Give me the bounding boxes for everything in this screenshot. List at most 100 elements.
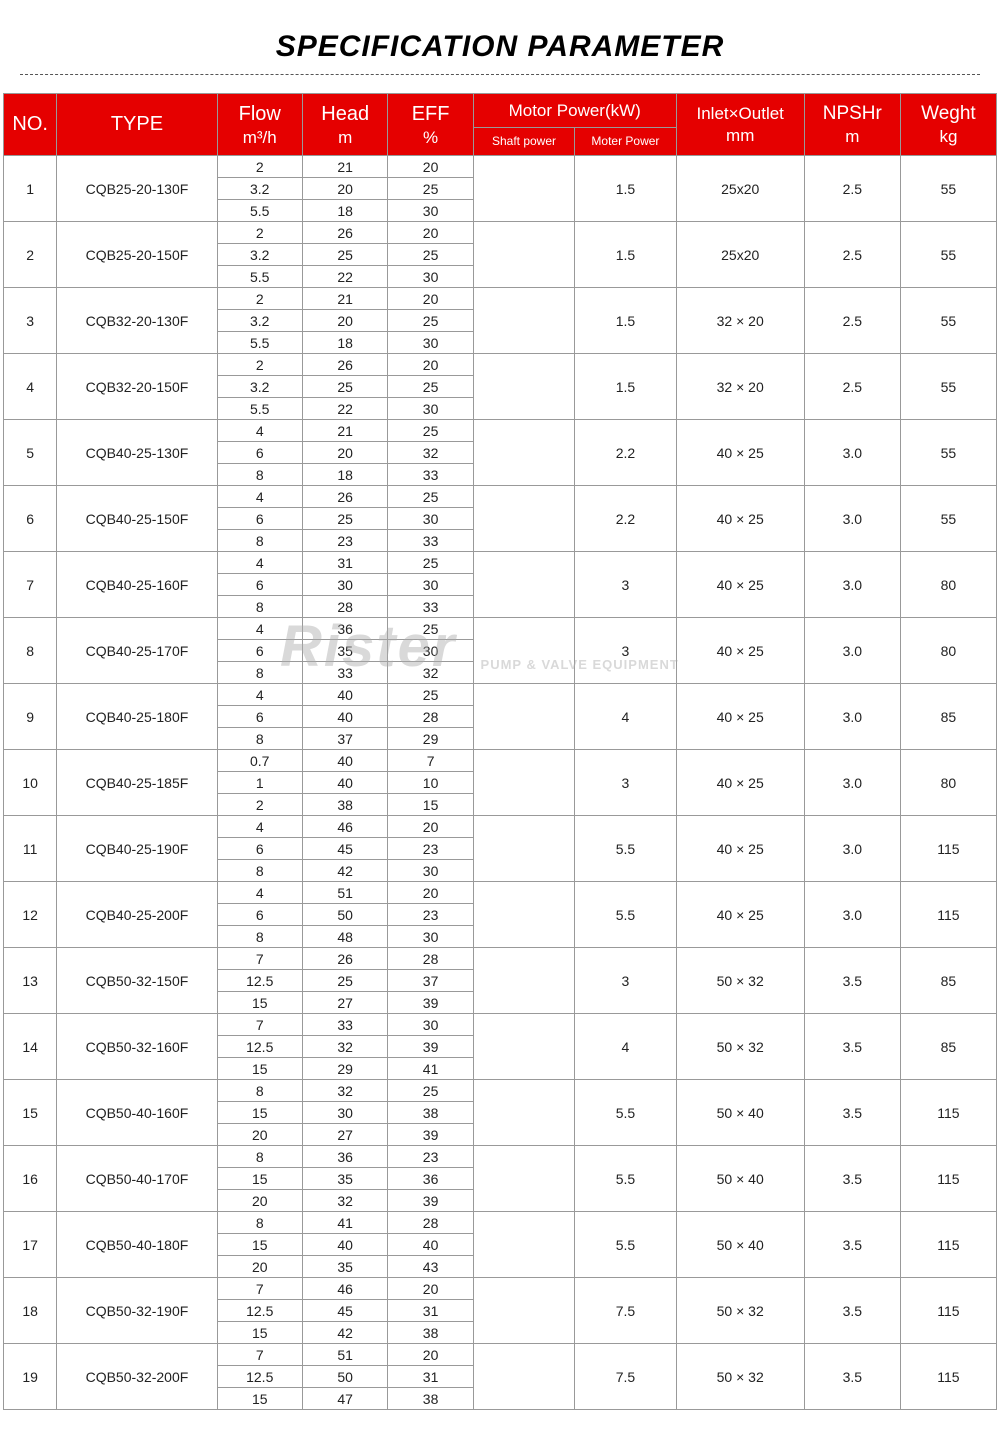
cell-inout: 25x20 — [676, 156, 804, 222]
cell-inout: 50 × 40 — [676, 1080, 804, 1146]
cell-no: 17 — [4, 1212, 57, 1278]
cell-flow: 15 — [217, 1234, 302, 1256]
cell-inout: 50 × 32 — [676, 1014, 804, 1080]
cell-flow: 4 — [217, 684, 302, 706]
cell-flow: 6 — [217, 838, 302, 860]
cell-flow: 3.2 — [217, 178, 302, 200]
cell-flow: 15 — [217, 1058, 302, 1080]
cell-no: 2 — [4, 222, 57, 288]
cell-head: 29 — [302, 1058, 387, 1080]
cell-head: 33 — [302, 1014, 387, 1036]
cell-head: 32 — [302, 1080, 387, 1102]
cell-head: 22 — [302, 266, 387, 288]
cell-inout: 40 × 25 — [676, 552, 804, 618]
cell-weight: 80 — [900, 750, 996, 816]
cell-no: 9 — [4, 684, 57, 750]
cell-inout: 50 × 32 — [676, 948, 804, 1014]
cell-shaft — [473, 354, 574, 420]
cell-head: 35 — [302, 1168, 387, 1190]
cell-npshr: 3.0 — [804, 816, 900, 882]
cell-mpow: 7.5 — [575, 1278, 676, 1344]
cell-flow: 4 — [217, 618, 302, 640]
table-row: 12CQB40-25-200F451205.540 × 253.0115 — [4, 882, 997, 904]
cell-eff: 25 — [388, 376, 473, 398]
cell-flow: 15 — [217, 1388, 302, 1410]
table-row: 2CQB25-20-150F226201.525x202.555 — [4, 222, 997, 244]
table-row: 13CQB50-32-150F72628350 × 323.585 — [4, 948, 997, 970]
table-row: 14CQB50-32-160F73330450 × 323.585 — [4, 1014, 997, 1036]
cell-shaft — [473, 750, 574, 816]
cell-eff: 39 — [388, 992, 473, 1014]
cell-eff: 25 — [388, 684, 473, 706]
cell-npshr: 2.5 — [804, 156, 900, 222]
col-inout: Inlet×Outletmm — [676, 94, 804, 156]
cell-npshr: 3.0 — [804, 618, 900, 684]
cell-npshr: 2.5 — [804, 354, 900, 420]
cell-flow: 4 — [217, 552, 302, 574]
table-row: 11CQB40-25-190F446205.540 × 253.0115 — [4, 816, 997, 838]
cell-eff: 30 — [388, 640, 473, 662]
cell-head: 50 — [302, 904, 387, 926]
cell-flow: 7 — [217, 1344, 302, 1366]
cell-mpow: 2.2 — [575, 486, 676, 552]
cell-type: CQB40-25-185F — [57, 750, 217, 816]
cell-flow: 8 — [217, 926, 302, 948]
col-head: Headm — [302, 94, 387, 156]
cell-shaft — [473, 222, 574, 288]
cell-inout: 32 × 20 — [676, 354, 804, 420]
cell-eff: 23 — [388, 904, 473, 926]
cell-flow: 4 — [217, 882, 302, 904]
cell-flow: 2 — [217, 288, 302, 310]
cell-no: 16 — [4, 1146, 57, 1212]
cell-head: 25 — [302, 970, 387, 992]
cell-eff: 40 — [388, 1234, 473, 1256]
cell-flow: 20 — [217, 1256, 302, 1278]
cell-mpow: 1.5 — [575, 156, 676, 222]
table-row: 10CQB40-25-185F0.7407340 × 253.080 — [4, 750, 997, 772]
table-row: 3CQB32-20-130F221201.532 × 202.555 — [4, 288, 997, 310]
cell-head: 30 — [302, 1102, 387, 1124]
col-moter-power: Moter Power — [575, 128, 676, 156]
cell-head: 35 — [302, 1256, 387, 1278]
cell-eff: 30 — [388, 1014, 473, 1036]
cell-mpow: 1.5 — [575, 354, 676, 420]
cell-no: 4 — [4, 354, 57, 420]
cell-npshr: 3.0 — [804, 552, 900, 618]
cell-eff: 23 — [388, 838, 473, 860]
cell-flow: 4 — [217, 486, 302, 508]
cell-head: 40 — [302, 684, 387, 706]
cell-shaft — [473, 156, 574, 222]
cell-flow: 8 — [217, 728, 302, 750]
cell-head: 42 — [302, 860, 387, 882]
cell-no: 19 — [4, 1344, 57, 1410]
cell-flow: 2 — [217, 794, 302, 816]
cell-head: 37 — [302, 728, 387, 750]
table-row: 1CQB25-20-130F221201.525x202.555 — [4, 156, 997, 178]
cell-head: 36 — [302, 1146, 387, 1168]
cell-flow: 15 — [217, 1168, 302, 1190]
cell-flow: 8 — [217, 464, 302, 486]
cell-eff: 7 — [388, 750, 473, 772]
cell-mpow: 5.5 — [575, 1080, 676, 1146]
cell-eff: 31 — [388, 1300, 473, 1322]
cell-shaft — [473, 1278, 574, 1344]
cell-npshr: 3.5 — [804, 1212, 900, 1278]
cell-eff: 23 — [388, 1146, 473, 1168]
col-motor-power: Motor Power(kW) — [473, 94, 676, 128]
cell-flow: 12.5 — [217, 1300, 302, 1322]
cell-mpow: 3 — [575, 618, 676, 684]
cell-head: 18 — [302, 464, 387, 486]
cell-head: 21 — [302, 288, 387, 310]
cell-head: 27 — [302, 1124, 387, 1146]
cell-head: 32 — [302, 1190, 387, 1212]
cell-head: 46 — [302, 1278, 387, 1300]
cell-weight: 80 — [900, 618, 996, 684]
cell-eff: 41 — [388, 1058, 473, 1080]
cell-flow: 8 — [217, 596, 302, 618]
cell-mpow: 7.5 — [575, 1344, 676, 1410]
cell-flow: 7 — [217, 1014, 302, 1036]
cell-shaft — [473, 1146, 574, 1212]
cell-mpow: 5.5 — [575, 1146, 676, 1212]
cell-npshr: 3.5 — [804, 1344, 900, 1410]
cell-type: CQB40-25-190F — [57, 816, 217, 882]
